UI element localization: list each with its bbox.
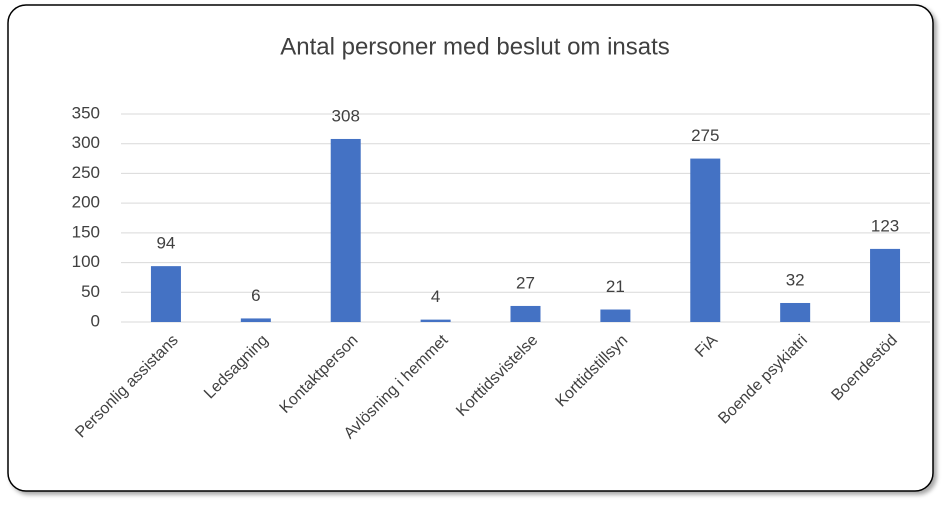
chart-title: Antal personer med beslut om insats (280, 33, 670, 60)
y-tick-label: 200 (72, 193, 100, 212)
y-tick-label: 100 (72, 252, 100, 271)
data-label: 275 (691, 126, 719, 145)
data-label: 94 (156, 234, 175, 253)
bar (690, 158, 721, 322)
bar (870, 248, 901, 322)
bar (150, 266, 181, 322)
data-label: 4 (431, 287, 440, 306)
y-tick-label: 50 (81, 282, 100, 301)
data-label: 123 (871, 216, 899, 235)
y-tick-label: 350 (72, 103, 100, 122)
y-tick-label: 300 (72, 133, 100, 152)
bar (240, 318, 271, 322)
data-label: 32 (786, 270, 805, 289)
y-tick-label: 0 (91, 311, 100, 330)
data-label: 6 (251, 286, 260, 305)
chart-frame (7, 4, 934, 492)
data-label: 21 (606, 277, 625, 296)
bar (510, 305, 541, 322)
bar (420, 319, 451, 322)
data-label: 308 (332, 106, 360, 125)
data-label: 27 (516, 273, 535, 292)
bar (600, 309, 631, 322)
y-tick-label: 250 (72, 163, 100, 182)
bar (780, 302, 811, 322)
bar (330, 138, 361, 322)
y-tick-label: 150 (72, 222, 100, 241)
